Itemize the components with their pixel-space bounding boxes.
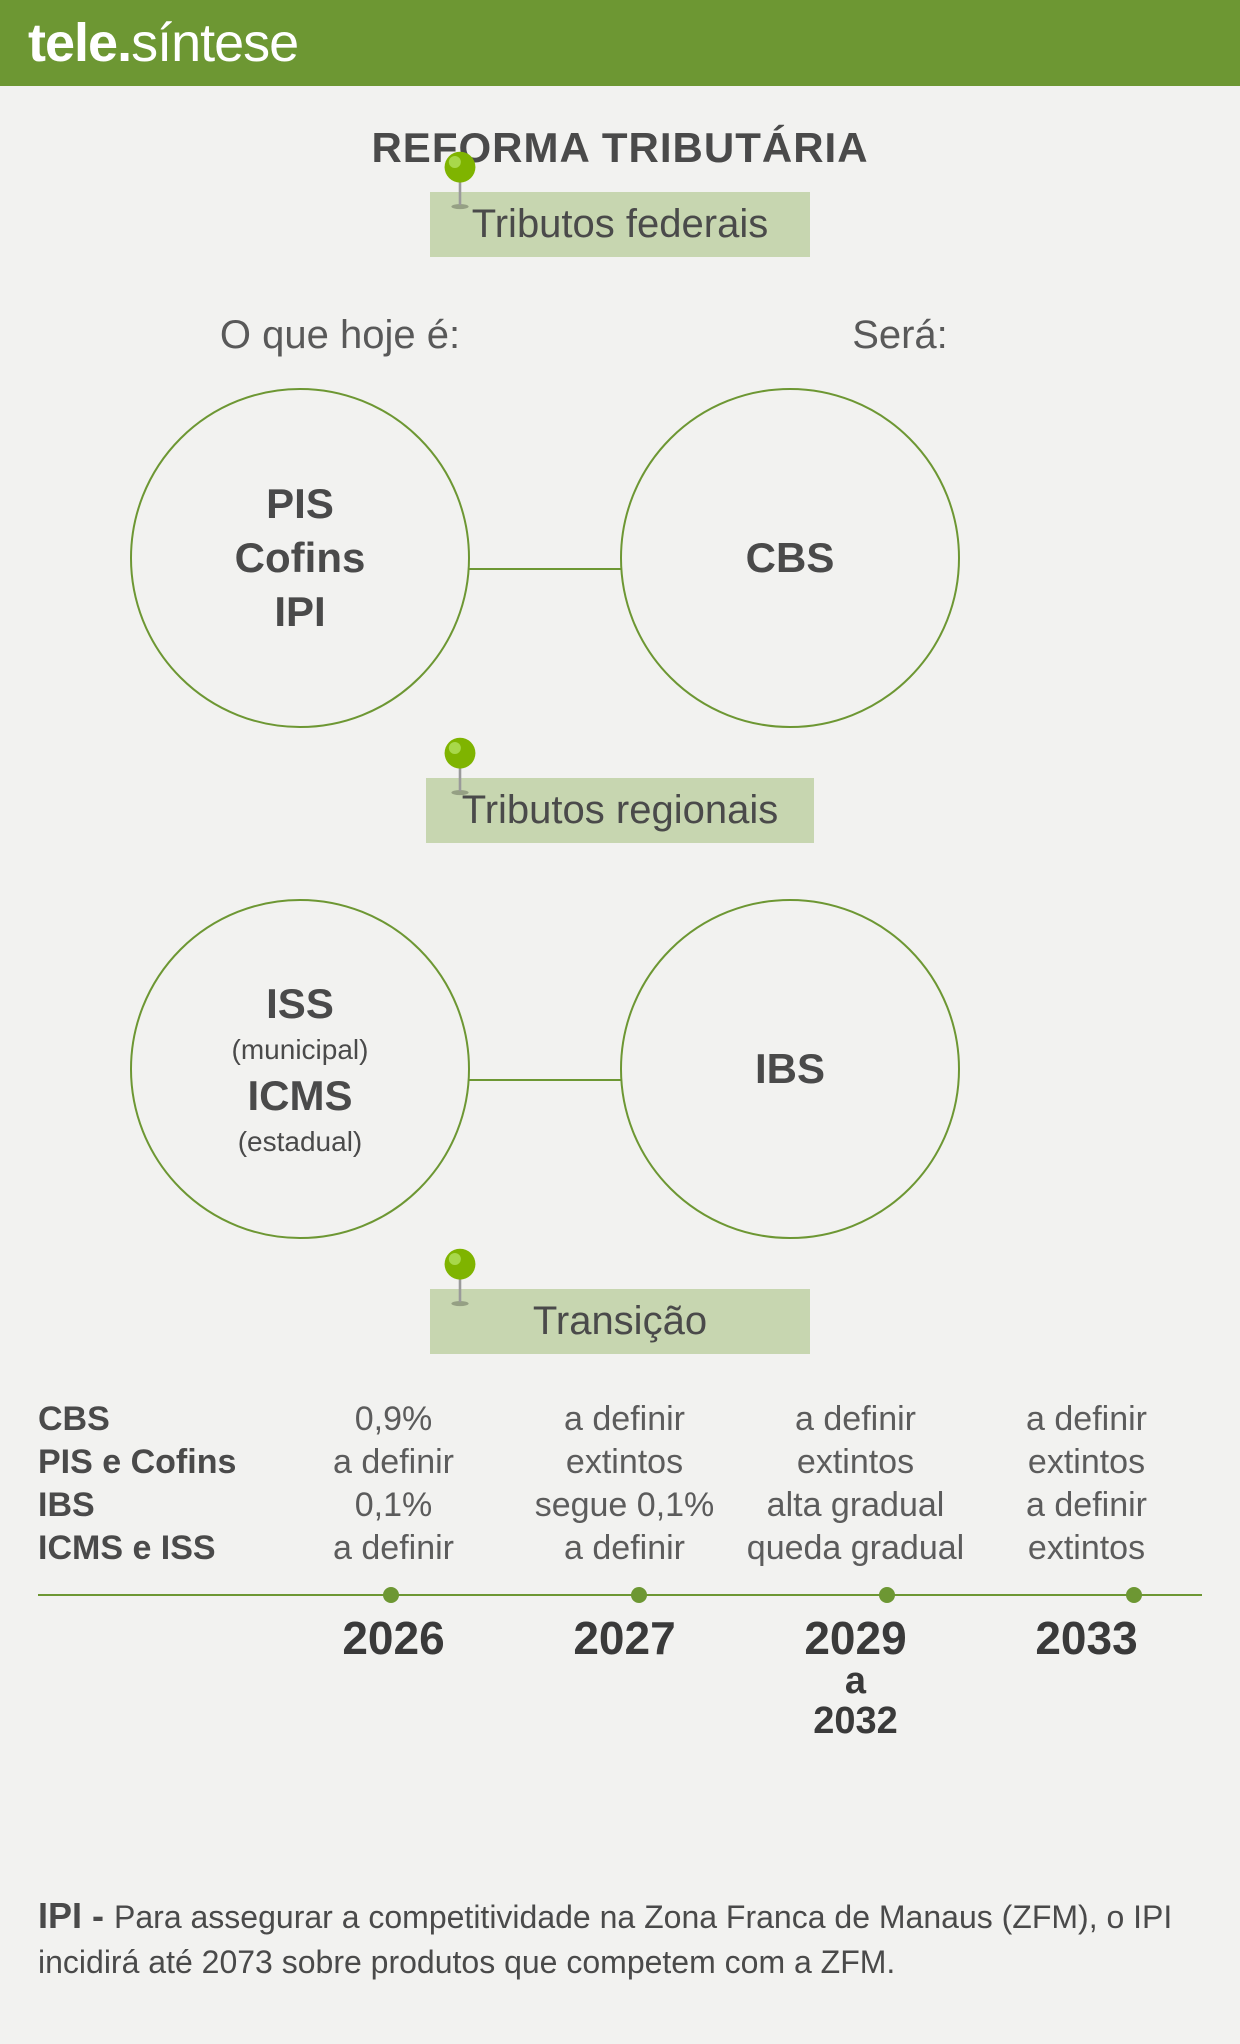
row-label-1: PIS e Cofins xyxy=(38,1443,278,1482)
badge-regional: Tributos regionais xyxy=(0,778,1240,843)
table-row: CBS 0,9% a definir a definir a definir xyxy=(38,1400,1202,1439)
federal-right-item-0: CBS xyxy=(746,534,835,582)
row-label-0: CBS xyxy=(38,1400,278,1439)
timeline-tick xyxy=(1126,1587,1142,1603)
cell: a definir xyxy=(278,1529,509,1568)
regional-left-item-1: (municipal) xyxy=(232,1034,369,1066)
timeline-tick xyxy=(879,1587,895,1603)
table-row: IBS 0,1% segue 0,1% alta gradual a defin… xyxy=(38,1486,1202,1525)
circle-federal-right: CBS xyxy=(620,388,960,728)
timeline-tick xyxy=(631,1587,647,1603)
year-3: 2033 xyxy=(1035,1612,1137,1664)
year-col-2: 2029 a 2032 xyxy=(740,1614,971,1742)
circle-regional-left: ISS (municipal) ICMS (estadual) xyxy=(130,899,470,1239)
cell: extintos xyxy=(971,1529,1202,1568)
timeline-years: 2026 2027 2029 a 2032 2033 xyxy=(38,1614,1202,1742)
cell: a definir xyxy=(509,1400,740,1439)
circle-regional-right: IBS xyxy=(620,899,960,1239)
timeline-axis xyxy=(38,1594,1202,1596)
year-0: 2026 xyxy=(342,1612,444,1664)
column-headers: O que hoje é: Será: xyxy=(0,313,1240,358)
regional-right-item-0: IBS xyxy=(755,1045,825,1093)
logo-part1: tele xyxy=(28,13,117,73)
cell: a definir xyxy=(740,1400,971,1439)
year-2a: 2029 xyxy=(804,1612,906,1664)
right-header: Será: xyxy=(620,313,1180,358)
cell: a definir xyxy=(971,1400,1202,1439)
cell: segue 0,1% xyxy=(509,1486,740,1525)
regional-left-item-0: ISS xyxy=(266,980,334,1028)
badge-federal: Tributos federais xyxy=(0,192,1240,257)
logo: tele.síntese xyxy=(28,12,298,74)
footnote: IPI - Para assegurar a competitividade n… xyxy=(38,1892,1202,1984)
logo-dot: . xyxy=(117,13,131,73)
cell: 0,9% xyxy=(278,1400,509,1439)
year-2c: 2032 xyxy=(740,1702,971,1742)
pin-icon xyxy=(430,150,490,210)
footnote-lead: IPI - xyxy=(38,1895,114,1936)
table-row: ICMS e ISS a definir a definir queda gra… xyxy=(38,1529,1202,1568)
page-title: REFORMA TRIBUTÁRIA xyxy=(0,124,1240,172)
regional-left-item-3: (estadual) xyxy=(238,1126,363,1158)
year-col-3: 2033 xyxy=(971,1614,1202,1742)
diagram-federal: PIS Cofins IPI CBS xyxy=(0,378,1240,758)
cell: a definir xyxy=(971,1486,1202,1525)
left-header: O que hoje é: xyxy=(60,313,620,358)
cell: extintos xyxy=(971,1443,1202,1482)
row-label-3: ICMS e ISS xyxy=(38,1529,278,1568)
cell: queda gradual xyxy=(740,1529,971,1568)
cell: 0,1% xyxy=(278,1486,509,1525)
logo-part2: síntese xyxy=(131,13,298,73)
regional-left-item-2: ICMS xyxy=(248,1072,353,1120)
badge-transition: Transição xyxy=(0,1289,1240,1354)
table-row: PIS e Cofins a definir extintos extintos… xyxy=(38,1443,1202,1482)
federal-left-item-0: PIS xyxy=(266,480,334,528)
row-label-2: IBS xyxy=(38,1486,278,1525)
circle-federal-left: PIS Cofins IPI xyxy=(130,388,470,728)
federal-left-item-1: Cofins xyxy=(235,534,366,582)
year-col-0: 2026 xyxy=(278,1614,509,1742)
timeline-tick xyxy=(383,1587,399,1603)
transition-table: CBS 0,9% a definir a definir a definir P… xyxy=(0,1400,1240,1568)
pin-icon xyxy=(430,736,490,796)
federal-left-item-2: IPI xyxy=(274,588,325,636)
cell: a definir xyxy=(278,1443,509,1482)
footnote-text: Para assegurar a competitividade na Zona… xyxy=(38,1899,1172,1980)
cell: extintos xyxy=(509,1443,740,1482)
year-col-1: 2027 xyxy=(509,1614,740,1742)
cell: a definir xyxy=(509,1529,740,1568)
header-bar: tele.síntese xyxy=(0,0,1240,86)
diagram-regional: ISS (municipal) ICMS (estadual) IBS xyxy=(0,889,1240,1269)
year-1: 2027 xyxy=(573,1612,675,1664)
pin-icon xyxy=(430,1247,490,1307)
year-2b: a xyxy=(740,1662,971,1702)
cell: extintos xyxy=(740,1443,971,1482)
cell: alta gradual xyxy=(740,1486,971,1525)
